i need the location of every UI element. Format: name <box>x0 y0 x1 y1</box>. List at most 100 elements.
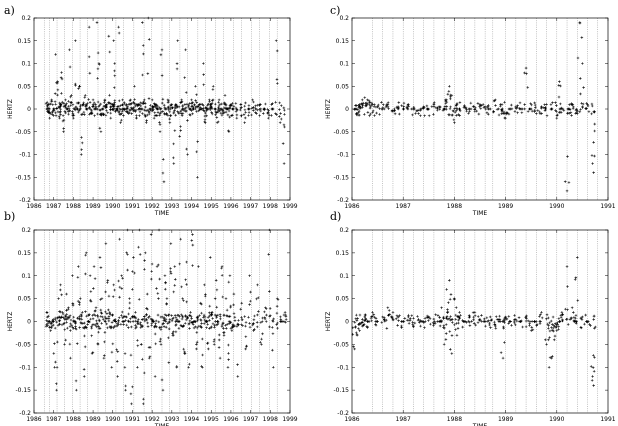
data-point <box>450 352 454 355</box>
data-point <box>80 317 84 321</box>
data-point <box>134 108 138 112</box>
data-point <box>547 338 550 342</box>
data-point <box>494 327 498 330</box>
data-point <box>271 365 275 369</box>
data-point <box>567 107 570 111</box>
data-point <box>200 364 203 368</box>
data-point <box>515 319 519 323</box>
data-point <box>382 318 386 322</box>
data-point <box>65 317 68 321</box>
data-point <box>438 107 441 111</box>
data-point <box>80 141 84 145</box>
data-point <box>486 105 490 109</box>
data-point <box>158 130 162 134</box>
data-point <box>573 319 577 323</box>
data-point <box>155 107 159 111</box>
data-point <box>548 321 551 325</box>
data-point <box>488 323 491 327</box>
data-point <box>200 302 203 306</box>
data-point <box>583 322 586 326</box>
data-point <box>188 107 191 111</box>
data-point <box>69 356 72 360</box>
data-point <box>509 103 513 107</box>
data-point <box>137 103 141 107</box>
data-point <box>200 326 203 329</box>
data-point <box>74 379 78 383</box>
data-point <box>170 319 174 323</box>
data-point <box>275 113 279 116</box>
data-point <box>571 107 575 110</box>
data-point <box>112 103 116 106</box>
data-point <box>150 262 154 266</box>
data-point <box>165 297 169 300</box>
data-point <box>412 105 416 109</box>
data-point <box>187 362 191 366</box>
data-point <box>96 67 100 71</box>
data-point <box>153 103 157 107</box>
data-point <box>160 325 163 329</box>
data-point <box>131 270 134 273</box>
data-point <box>74 39 77 43</box>
data-point <box>213 102 217 106</box>
data-point <box>161 171 165 175</box>
data-point <box>44 102 48 106</box>
data-point <box>589 365 593 368</box>
data-point <box>124 104 128 107</box>
data-point <box>570 114 573 117</box>
data-point <box>279 315 282 319</box>
data-point <box>93 309 97 312</box>
data-point <box>120 310 124 314</box>
data-point <box>250 106 254 110</box>
data-point <box>563 180 567 183</box>
data-point <box>218 314 222 318</box>
data-point <box>592 318 596 321</box>
data-point <box>78 108 82 111</box>
data-point <box>159 53 163 57</box>
data-point <box>385 104 388 107</box>
x-tick-label: 1988 <box>447 416 462 423</box>
data-point <box>220 265 224 268</box>
data-point <box>76 316 80 320</box>
data-point <box>55 340 59 344</box>
data-point <box>235 113 239 117</box>
data-point <box>118 295 121 299</box>
data-point <box>124 384 128 388</box>
data-point <box>220 266 223 270</box>
data-point <box>194 325 197 329</box>
data-point <box>224 107 228 111</box>
data-point <box>212 338 216 341</box>
data-point <box>230 329 234 332</box>
data-point <box>169 107 172 111</box>
data-point <box>169 267 172 270</box>
data-point <box>354 317 358 321</box>
data-point <box>129 106 133 110</box>
data-point <box>218 109 222 113</box>
data-point <box>413 321 417 325</box>
data-point <box>172 162 176 165</box>
data-point <box>195 110 198 113</box>
data-point <box>211 317 214 320</box>
data-point <box>553 334 557 338</box>
data-point <box>215 316 218 319</box>
data-point <box>97 63 101 66</box>
data-point <box>429 322 432 326</box>
data-point <box>366 102 370 106</box>
data-point <box>113 288 116 292</box>
data-point <box>117 316 121 320</box>
data-point <box>123 102 126 106</box>
data-point <box>357 323 360 326</box>
data-point <box>203 283 206 287</box>
data-point <box>115 324 119 328</box>
data-point <box>526 319 530 323</box>
data-point <box>110 325 113 329</box>
data-point <box>173 109 176 112</box>
data-point <box>132 105 136 109</box>
data-point <box>63 321 66 325</box>
data-point <box>526 86 530 89</box>
data-point <box>195 340 199 344</box>
data-point <box>220 102 224 106</box>
data-point <box>55 107 59 111</box>
data-point <box>368 100 372 104</box>
data-point <box>371 109 375 113</box>
data-point <box>98 256 102 259</box>
